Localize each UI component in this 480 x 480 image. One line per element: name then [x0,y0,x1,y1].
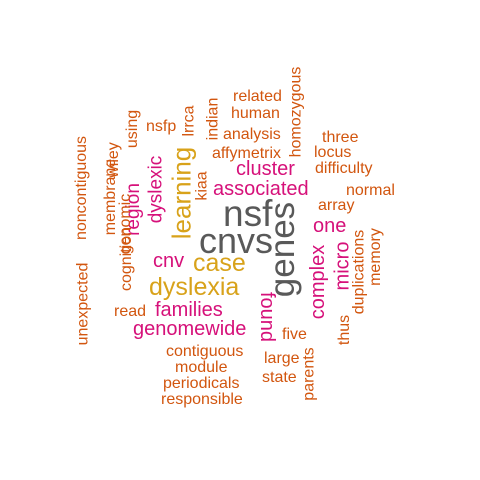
word-genomewide: genomewide [133,318,247,340]
word-affymetrix: affymetrix [212,145,282,162]
word-complex: complex [307,244,330,320]
word-dyslexic: dyslexic [145,155,167,224]
word-human: human [231,105,280,122]
word-difficulty: difficulty [315,160,373,177]
word-module: module [175,359,228,376]
word-analysis: analysis [223,126,281,143]
word-cnvs: cnvs [199,220,274,261]
word-five: five [282,326,307,343]
word-array: array [318,197,355,214]
word-nsfp: nsfp [146,118,177,135]
word-lrrca: lrrca [180,105,198,137]
word-families: families [155,299,223,321]
word-responsible: responsible [161,391,243,408]
word-thus: thus [336,314,354,346]
word-duplications: duplications [350,229,368,315]
word-found: found [256,291,279,343]
word-learning: learning [166,146,197,240]
word-unexpected: unexpected [74,262,92,346]
word-homozygous: homozygous [287,66,305,158]
word-cluster: cluster [236,158,295,180]
word-read: read [114,303,147,320]
word-one: one [313,215,347,237]
word-cnv: cnv [153,250,185,272]
word-periodicals: periodicals [163,375,240,392]
word-locus: locus [314,144,352,161]
word-normal: normal [346,182,395,199]
word-genes: genes [263,201,303,298]
word-nsf: nsf [223,193,273,234]
word-contiguous: contiguous [166,343,244,360]
word-case: case [193,249,246,277]
word-dyslexia: dyslexia [149,273,240,301]
word-parents: parents [300,347,318,401]
word-kiaa: kiaa [193,171,211,201]
word-associated: associated [213,178,309,200]
word-cognition: cognition [118,226,136,292]
word-related: related [233,88,282,105]
word-using: using [124,109,142,149]
word-large: large [264,350,300,367]
word-three: three [322,129,359,146]
word-indian: indian [204,97,222,141]
word-noncontiguous: noncontiguous [73,135,91,241]
word-memory: memory [366,228,384,286]
word-state: state [262,369,297,386]
